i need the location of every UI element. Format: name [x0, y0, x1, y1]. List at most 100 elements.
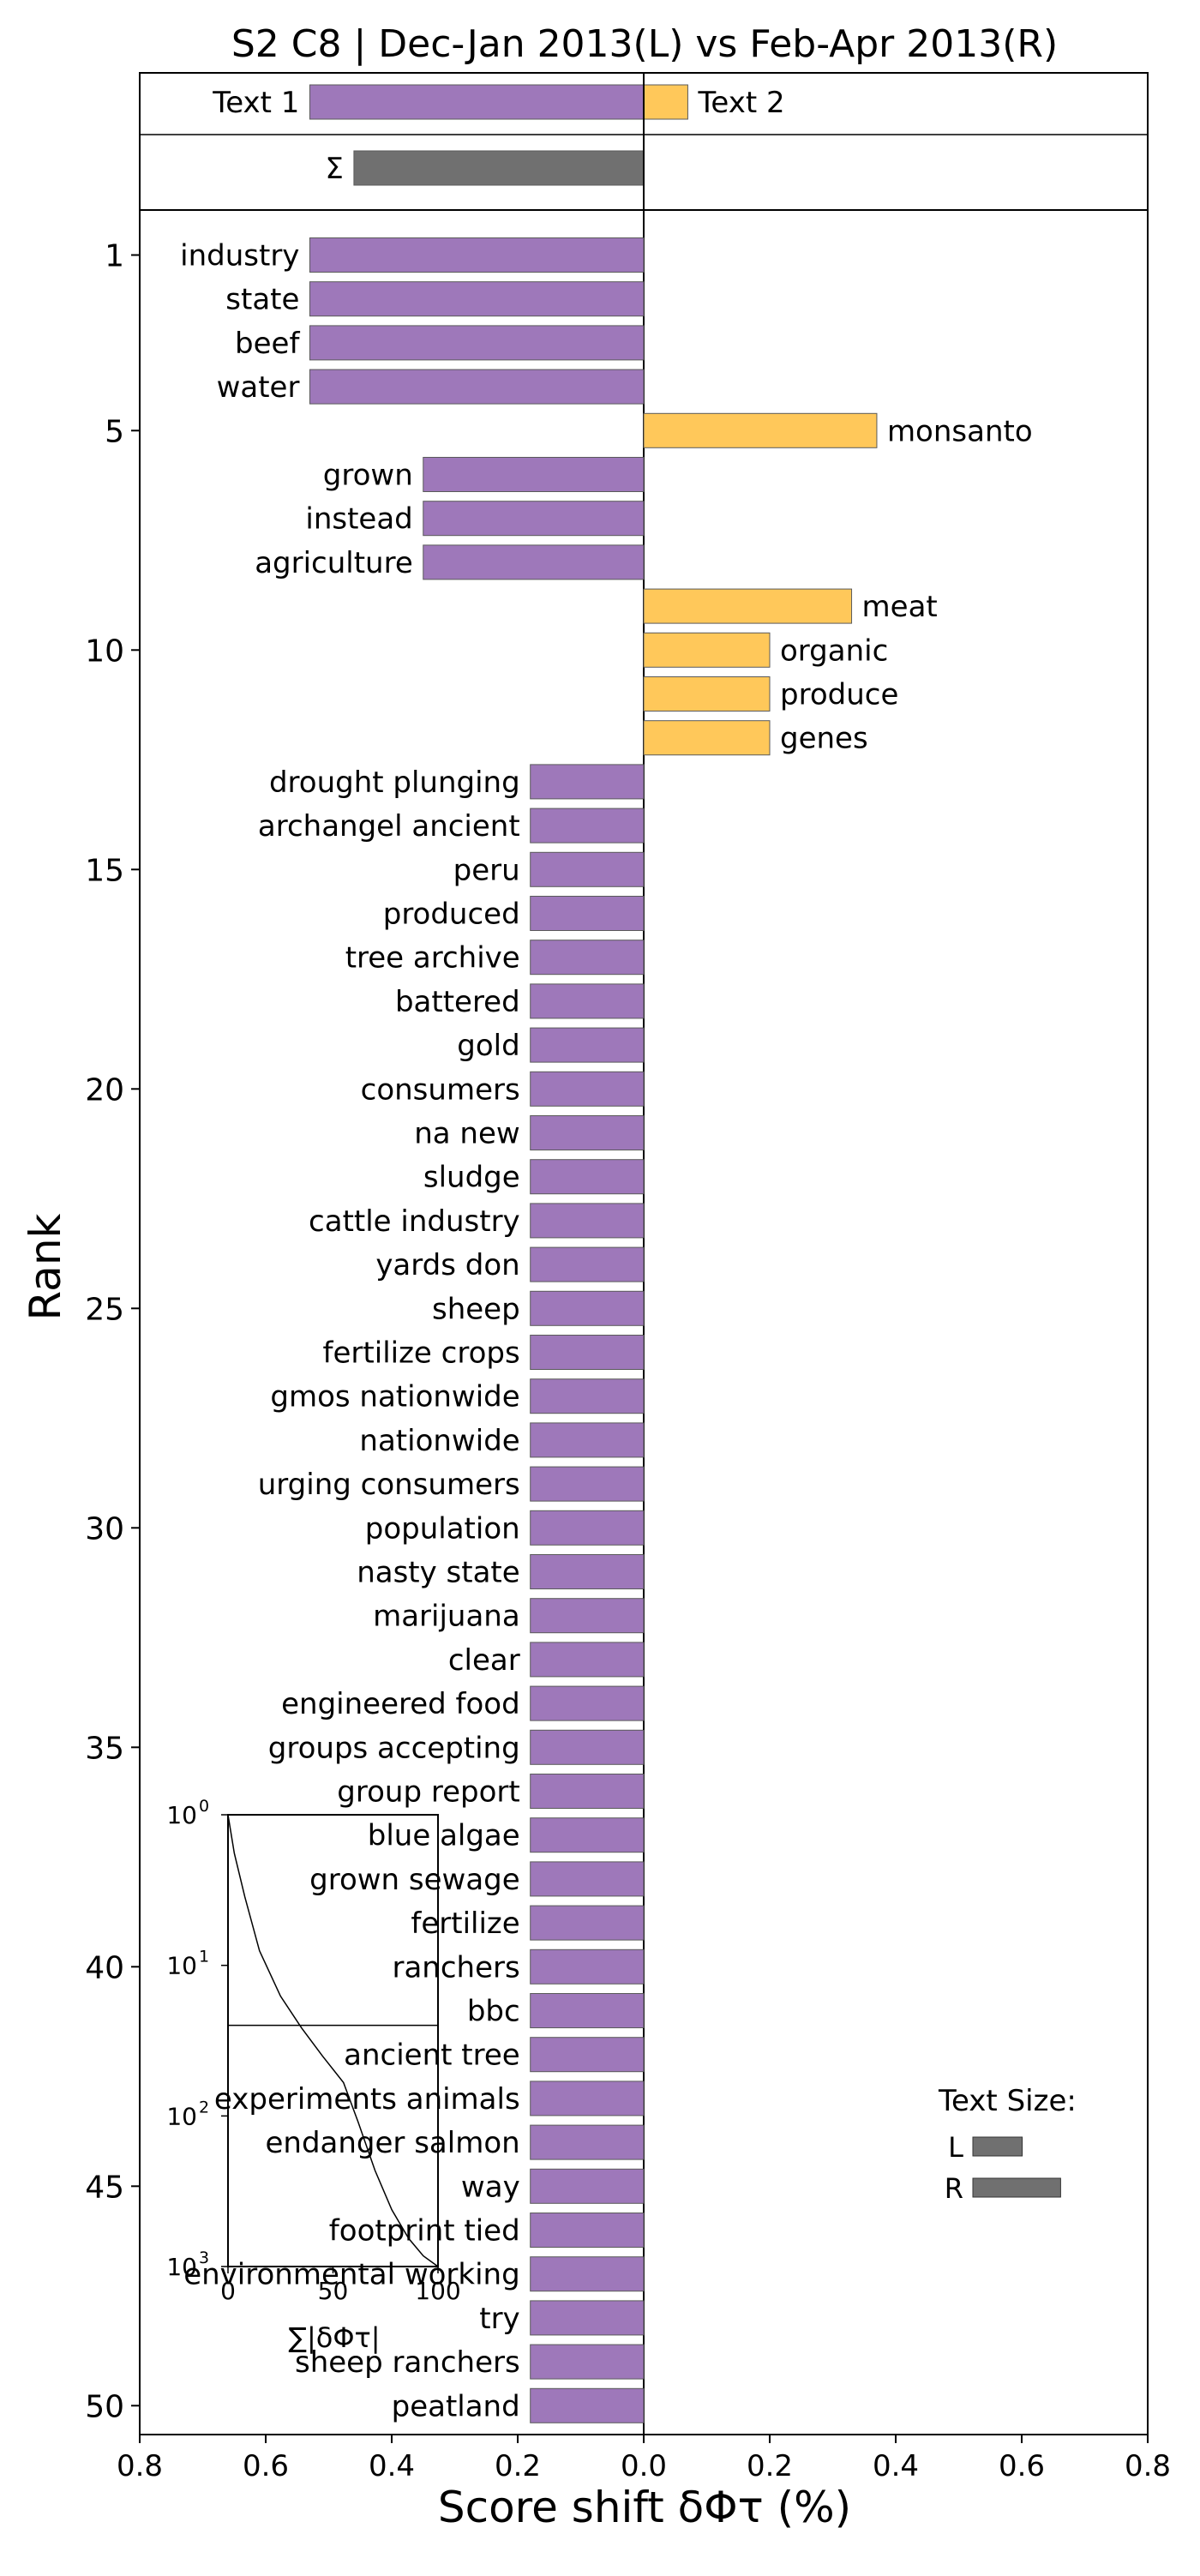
word-label: produced — [383, 898, 520, 932]
word-bar — [309, 237, 645, 273]
word-bar — [530, 2081, 645, 2117]
word-bar — [530, 1554, 645, 1589]
inset-y-tick-exponent: 3 — [199, 2249, 209, 2267]
y-tick-label: 40 — [85, 1950, 124, 1985]
word-label: water — [217, 370, 300, 405]
word-bar — [530, 2124, 645, 2160]
text-size-label: L — [948, 2131, 963, 2164]
word-bar — [530, 1949, 645, 1985]
word-label: clear — [448, 1643, 520, 1678]
x-axis-label: Score shift δΦτ (%) — [438, 2483, 851, 2532]
text-size-bar — [972, 2136, 1023, 2157]
y-tick-label: 45 — [85, 2170, 124, 2205]
word-bar — [530, 1159, 645, 1195]
summary-bar — [643, 84, 688, 120]
word-label: meat — [862, 590, 938, 624]
word-bar — [530, 1203, 645, 1239]
word-label: blue algae — [368, 1819, 520, 1853]
word-label: industry — [180, 239, 299, 273]
word-bar — [530, 1510, 645, 1546]
word-bar — [643, 412, 878, 448]
bars: industry state beef water monsanto grown inste… — [180, 237, 1033, 2423]
word-bar — [530, 2344, 645, 2380]
word-label: fertilize crops — [323, 1336, 520, 1371]
word-bar — [530, 1335, 645, 1370]
y-tick-label: 30 — [85, 1511, 124, 1546]
word-bar — [530, 2256, 645, 2292]
word-label: population — [365, 1511, 520, 1546]
word-bar — [530, 2037, 645, 2073]
word-label: state — [225, 283, 299, 317]
word-label: bbc — [467, 1995, 520, 2029]
inset-x-tick-label: 0 — [220, 2277, 236, 2305]
summary-label: Text 2 — [697, 86, 784, 120]
word-label: produce — [780, 678, 898, 712]
word-bar — [530, 851, 645, 887]
word-label: gmos nationwide — [270, 1380, 519, 1414]
y-tick-label: 50 — [85, 2389, 124, 2424]
text-size-bar — [972, 2177, 1061, 2198]
word-label: grown sewage — [309, 1863, 520, 1897]
word-bar — [530, 1290, 645, 1326]
word-bar — [643, 632, 771, 668]
inset-x-tick-label: 100 — [415, 2277, 460, 2305]
y-tick-label: 5 — [105, 414, 124, 449]
word-label: gold — [457, 1029, 519, 1063]
inset-x-label: ∑|δΦτ| — [288, 2321, 380, 2354]
word-label: tree archive — [345, 941, 520, 976]
word-bar — [530, 1378, 645, 1414]
word-bar — [530, 1642, 645, 1678]
x-tick-label: 0.4 — [873, 2449, 919, 2483]
word-bar — [530, 1817, 645, 1853]
word-bar — [530, 1774, 645, 1809]
word-label: instead — [305, 502, 412, 537]
y-tick-label: 15 — [85, 853, 124, 888]
inset-curve — [227, 1814, 439, 2267]
word-bar — [643, 676, 771, 712]
x-tick-label: 0.8 — [117, 2449, 163, 2483]
inset-y-tick-exponent: 1 — [199, 1948, 209, 1967]
y-tick-label: 25 — [85, 1292, 124, 1327]
word-bar — [530, 2168, 645, 2204]
inset-y-tick-exponent: 0 — [199, 1797, 209, 1816]
text-size-title: Text Size: — [938, 2084, 1077, 2118]
word-label: ancient tree — [344, 2039, 520, 2073]
word-label: drought plunging — [269, 766, 520, 800]
word-bar — [423, 457, 645, 492]
word-label: nationwide — [359, 1424, 519, 1458]
word-bar — [423, 501, 645, 537]
word-bar — [530, 1905, 645, 1941]
word-bar — [643, 720, 771, 756]
word-bar — [530, 1246, 645, 1282]
word-bar — [530, 1861, 645, 1897]
word-label: experiments animals — [214, 2082, 520, 2117]
word-bar — [530, 2387, 645, 2423]
word-bar — [530, 808, 645, 844]
word-label: genes — [780, 722, 868, 756]
word-label: na new — [414, 1117, 519, 1151]
word-bar — [423, 544, 645, 580]
word-label: way — [461, 2170, 520, 2204]
word-label: battered — [395, 985, 520, 1019]
y-tick-label: 35 — [85, 1731, 124, 1766]
word-bar — [530, 764, 645, 800]
word-bar — [530, 1027, 645, 1063]
word-bar — [530, 1115, 645, 1150]
word-bar — [643, 588, 853, 624]
word-bar — [530, 1598, 645, 1634]
word-label: agriculture — [255, 546, 413, 580]
word-bar — [309, 369, 645, 405]
word-bar — [530, 2300, 645, 2336]
word-bar — [530, 896, 645, 931]
text-size-label: R — [945, 2172, 963, 2205]
word-label: beef — [235, 327, 300, 361]
inset-y-tick-exponent: 2 — [199, 2098, 209, 2117]
word-label: organic — [780, 633, 888, 668]
word-label: marijuana — [373, 1600, 520, 1634]
word-label: consumers — [361, 1072, 520, 1107]
word-label: try — [479, 2302, 519, 2336]
word-bar — [530, 983, 645, 1019]
summary-bar — [309, 84, 645, 120]
